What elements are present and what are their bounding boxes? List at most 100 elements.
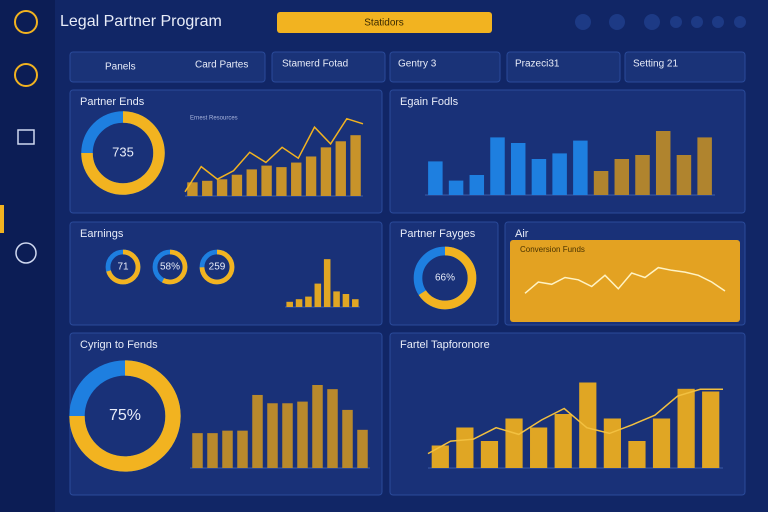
line-series — [524, 266, 726, 294]
bar — [267, 403, 278, 468]
panel-title: Partner Ends — [80, 96, 145, 108]
bar — [335, 141, 346, 196]
filter-box[interactable] — [69, 51, 266, 83]
search-text: Statidors — [364, 18, 403, 29]
legend: Ernest Resources — [190, 116, 238, 122]
bar — [554, 414, 572, 468]
donut-arc — [152, 249, 188, 285]
bar — [187, 182, 198, 196]
header-icon[interactable] — [691, 16, 703, 28]
filter-label[interactable]: Panels — [105, 62, 136, 73]
header-icon[interactable] — [734, 16, 746, 28]
bar — [603, 418, 621, 468]
donut-arc — [81, 111, 165, 195]
panel-title: Earnings — [80, 228, 124, 240]
bar — [652, 418, 671, 468]
bar — [222, 430, 233, 468]
filter-box[interactable] — [389, 51, 501, 83]
bar — [552, 153, 567, 195]
donut-label: 71 — [117, 262, 129, 273]
bar — [305, 296, 312, 307]
panel-title: Air — [515, 228, 529, 240]
donut-label: 735 — [112, 144, 134, 159]
bar — [312, 385, 323, 468]
bar — [342, 409, 353, 468]
bar — [428, 161, 443, 195]
donut-arc — [105, 249, 141, 285]
bar — [350, 135, 361, 196]
bar — [635, 155, 650, 195]
bar — [314, 283, 322, 307]
nav-icon[interactable] — [15, 242, 37, 264]
bar — [252, 394, 263, 468]
header-icon[interactable] — [712, 16, 724, 28]
header-icon[interactable] — [670, 16, 682, 28]
bar — [431, 445, 449, 468]
bar — [282, 403, 293, 468]
line-series — [184, 117, 364, 193]
bar — [614, 159, 630, 195]
filter-box[interactable] — [624, 51, 746, 83]
bar — [323, 259, 331, 307]
bar — [677, 388, 695, 468]
donut-arc — [413, 246, 477, 310]
filter-box[interactable] — [506, 51, 621, 83]
bar — [480, 441, 499, 468]
donut-label: 259 — [209, 262, 226, 273]
filter-label[interactable]: Setting 21 — [633, 59, 678, 70]
filter-label[interactable]: Card Partes — [195, 60, 248, 71]
bar — [237, 430, 248, 468]
bar — [676, 155, 692, 195]
bar — [655, 131, 671, 195]
filter-label[interactable]: Stamerd Fotad — [282, 59, 348, 70]
nav-icon[interactable] — [14, 63, 38, 87]
logo-icon[interactable] — [14, 10, 38, 34]
bar — [490, 137, 505, 195]
bar — [357, 429, 368, 468]
header-icon[interactable] — [575, 14, 591, 30]
bar — [246, 169, 257, 196]
nav-icon[interactable] — [17, 129, 35, 145]
panel-title: Cyrign to Fends — [80, 339, 158, 351]
filter-box[interactable] — [271, 51, 386, 83]
bar — [697, 137, 712, 195]
panel-subtitle: Conversion Funds — [520, 245, 585, 254]
bar — [305, 156, 317, 196]
panel-title: Partner Fayges — [400, 228, 476, 240]
header-icon[interactable] — [644, 14, 660, 30]
sidebar — [0, 0, 55, 512]
bar — [286, 301, 293, 307]
bar — [231, 174, 243, 196]
bar — [469, 175, 485, 195]
bar — [702, 391, 720, 468]
bar — [261, 165, 272, 196]
donut-label: 66% — [435, 273, 455, 284]
search-bar[interactable] — [277, 12, 492, 33]
filter-label[interactable]: Prazeci31 — [515, 59, 560, 70]
bar — [295, 299, 303, 307]
bar — [628, 441, 646, 468]
donut-label: 75% — [109, 407, 141, 424]
bar — [207, 433, 218, 468]
bar — [291, 162, 302, 196]
header-icon[interactable] — [609, 14, 625, 30]
bar — [327, 389, 338, 468]
bar — [505, 418, 523, 468]
filter-label[interactable]: Gentry 3 — [398, 59, 437, 70]
donut-arc — [69, 360, 181, 472]
nav-active — [0, 205, 4, 233]
bar — [579, 382, 597, 468]
bar — [456, 427, 474, 468]
donut-arc — [199, 249, 235, 285]
bar — [510, 143, 526, 195]
bar — [297, 401, 308, 468]
bar — [342, 294, 350, 307]
line-series — [427, 388, 723, 455]
bar — [216, 179, 228, 196]
bar — [320, 147, 332, 196]
panel — [69, 221, 383, 326]
bar — [192, 433, 203, 468]
bar — [593, 171, 609, 195]
bar — [530, 427, 548, 468]
